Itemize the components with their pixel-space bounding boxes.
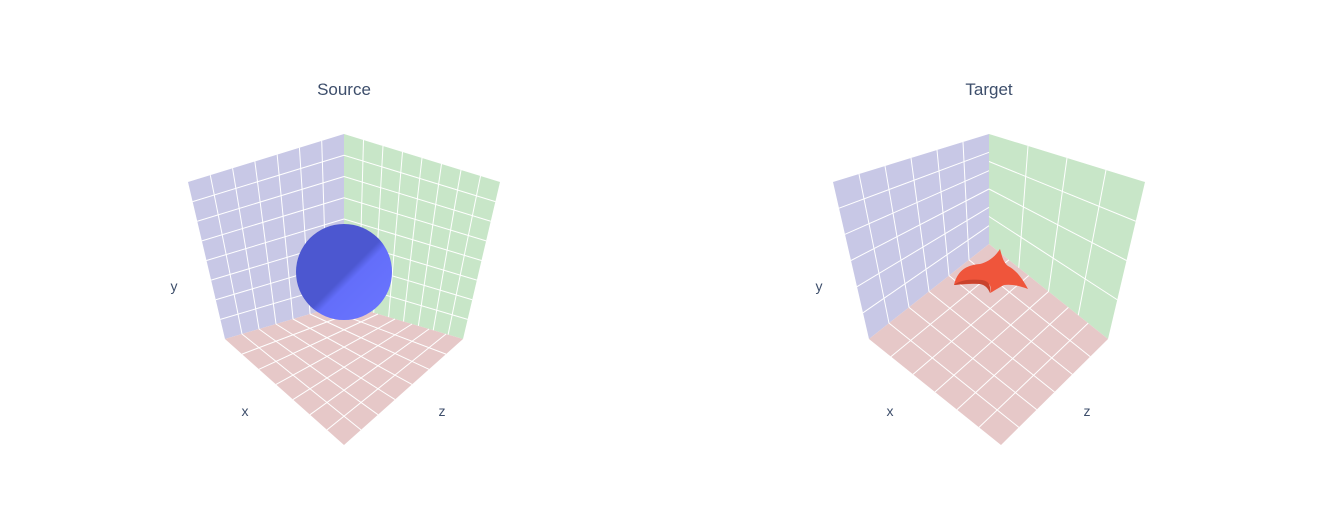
axis-label-z-source: z	[439, 403, 446, 419]
dolphin-shade	[954, 279, 991, 293]
grid-source-xz-u-2	[258, 328, 379, 416]
axis-label-x-source: x	[242, 403, 249, 419]
floor-xz-source	[225, 304, 463, 445]
grid-source-xz-u-5	[309, 313, 430, 370]
grid-source-xy-v-2	[197, 176, 345, 222]
grid-source-xy-v-1	[192, 154, 345, 203]
grid-target-xy-v-5	[862, 225, 990, 314]
grid-source-xz-v-4	[292, 323, 413, 400]
grid-target-xz-v-3	[934, 291, 1049, 393]
grid-target-xz-v-5	[978, 322, 1089, 428]
scene-target[interactable]: Target y x z	[816, 80, 1146, 445]
grid-source-xz-v-6	[326, 333, 447, 431]
grid-source-xz-u-1	[241, 333, 362, 431]
grid-source-xz-v-2	[258, 313, 379, 370]
grid-source-yz-v-4	[343, 218, 482, 261]
grid-source-yz-v-1	[343, 154, 496, 203]
grid-target-xz-v-4	[956, 306, 1069, 411]
grid-target-xy-v-3	[850, 188, 990, 261]
grid-target-xy-v-1	[838, 151, 990, 209]
grid-source-xz-v-5	[309, 328, 430, 416]
wall-yz-target	[989, 134, 1145, 339]
grid-target-xy-v-2	[844, 170, 990, 235]
grid-target-xz-v-2	[912, 275, 1029, 375]
grid-target-yz-v-1	[988, 161, 1136, 222]
grid-target-yz-v-2	[988, 188, 1127, 261]
gridlines-target	[838, 141, 1136, 428]
grid-source-xz-u-4	[292, 318, 413, 385]
axis-label-y-target: y	[816, 278, 823, 294]
scene-target-title: Target	[965, 80, 1013, 99]
scene-source-title: Source	[317, 80, 371, 99]
grid-source-yz-v-2	[343, 176, 491, 222]
grid-source-xz-v-3	[275, 318, 396, 385]
grid-source-xz-u-3	[275, 323, 396, 400]
grid-source-xy-v-3	[201, 197, 345, 242]
wall-xy-target	[833, 134, 989, 339]
axis-label-x-target: x	[887, 403, 894, 419]
grid-source-xy-v-4	[206, 218, 345, 261]
sphere-surface	[296, 224, 392, 320]
gridlines-source	[192, 139, 496, 431]
axis-label-z-target: z	[1084, 403, 1091, 419]
scene-source[interactable]: Source y x z	[171, 80, 501, 445]
grid-target-yz-v-3	[988, 216, 1118, 301]
grid-source-yz-v-3	[343, 197, 487, 242]
grid-target-xy-v-4	[856, 206, 990, 288]
axis-label-y-source: y	[171, 278, 178, 294]
